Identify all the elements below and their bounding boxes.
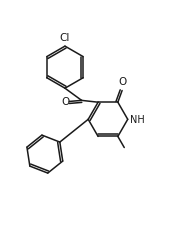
- Text: NH: NH: [130, 115, 145, 124]
- Text: Cl: Cl: [60, 32, 70, 42]
- Text: O: O: [119, 77, 127, 87]
- Text: O: O: [61, 97, 70, 107]
